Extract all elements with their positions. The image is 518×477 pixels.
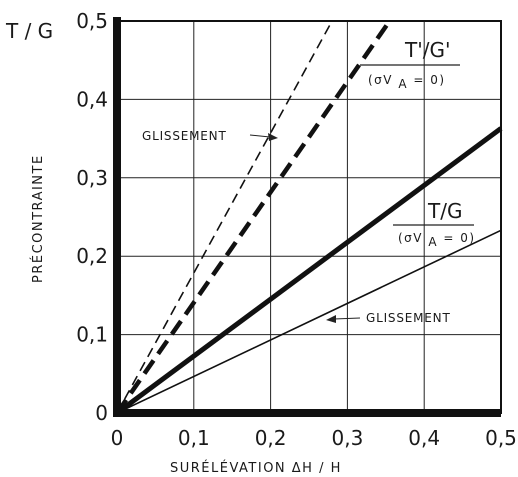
tg-prime-condition-label: (σV A = 0) — [368, 73, 446, 91]
glissement-lower-label: GLISSEMENT — [366, 311, 451, 325]
y-tick-label: 0,1 — [76, 323, 108, 347]
glissement-lower-annotation: GLISSEMENT — [326, 311, 451, 325]
series-line-thin-solid — [116, 229, 502, 414]
glissement-lower-leader — [333, 317, 361, 320]
series-layer — [115, 19, 503, 416]
grid — [117, 21, 501, 413]
tg-annotation: T/G (σV A = 0) — [393, 199, 476, 249]
tg-condition-tail: = 0) — [443, 231, 475, 245]
series-line-thin-dashed — [116, 20, 333, 414]
series-line-thick-solid — [115, 126, 503, 416]
y-tick-label: 0 — [95, 401, 108, 425]
tg-label: T/G — [427, 199, 462, 223]
x-tick-label: 0 — [111, 426, 124, 450]
tg-prime-annotation: T'/G' (σV A = 0) — [360, 38, 460, 91]
x-axis-title: SURÉLÉVATION ΔH / H — [170, 460, 342, 476]
glissement-upper-arrow-icon — [268, 133, 278, 141]
x-tick-label: 0,2 — [255, 426, 287, 450]
tg-condition-index: A — [428, 235, 438, 249]
y-tick-label: 0,3 — [76, 166, 108, 190]
tg-prime-condition-head: (σV — [368, 73, 393, 87]
y-axis-title: PRÉCONTRAINTE — [30, 154, 46, 283]
tg-prime-condition-tail: = 0) — [413, 73, 445, 87]
x-tick-label: 0,4 — [408, 426, 440, 450]
tick-labels: 0 0,1 0,2 0,3 0,4 0,5 0 0,1 0,2 0,3 0,4 0,5 — [76, 9, 517, 450]
glissement-upper-leader — [249, 134, 271, 138]
x-tick-label: 0,3 — [331, 426, 363, 450]
y-tick-label: 0,4 — [76, 87, 108, 111]
tg-prime-condition-index: A — [398, 77, 408, 91]
tg-condition-label: (σV A = 0) — [398, 231, 476, 249]
tg-prime-label: T'/G' — [404, 38, 450, 62]
tg-condition-head: (σV — [398, 231, 423, 245]
y-tick-label: 0,2 — [76, 244, 108, 268]
glissement-upper-label: GLISSEMENT — [142, 129, 227, 143]
glissement-upper-annotation: GLISSEMENT — [142, 129, 278, 143]
glissement-lower-arrow-icon — [326, 315, 336, 323]
series-line-thick-dashed — [115, 19, 392, 415]
y-tick-label: 0,5 — [76, 9, 108, 33]
x-tick-label: 0,1 — [178, 426, 210, 450]
x-tick-label: 0,5 — [485, 426, 517, 450]
corner-label: T / G — [5, 19, 53, 43]
